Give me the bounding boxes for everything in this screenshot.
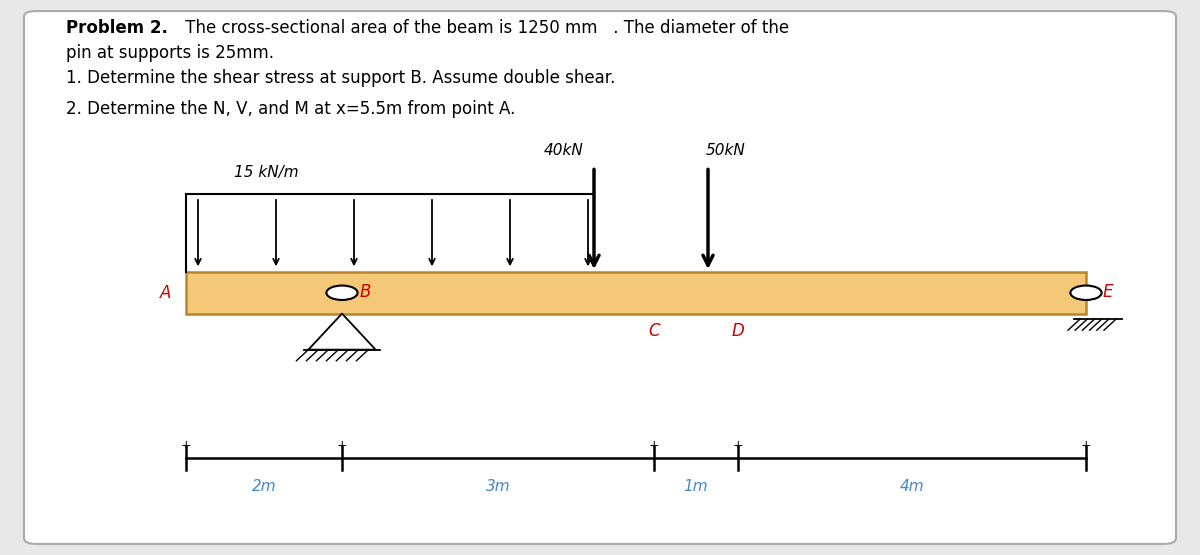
Text: The cross-sectional area of the beam is 1250 mm   . The diameter of the: The cross-sectional area of the beam is … <box>180 19 790 37</box>
Text: 4m: 4m <box>900 479 924 494</box>
Text: B: B <box>360 282 371 301</box>
Text: 2m: 2m <box>252 479 276 494</box>
Text: +: + <box>181 440 191 452</box>
FancyBboxPatch shape <box>24 11 1176 544</box>
Text: 40kN: 40kN <box>544 143 584 158</box>
Text: +: + <box>649 440 659 452</box>
Text: 1m: 1m <box>684 479 708 494</box>
Text: 15 kN/m: 15 kN/m <box>234 165 299 180</box>
Circle shape <box>326 285 358 300</box>
Text: 50kN: 50kN <box>706 143 746 158</box>
Text: pin at supports is 25mm.: pin at supports is 25mm. <box>66 44 274 62</box>
Text: 1. Determine the shear stress at support B. Assume double shear.: 1. Determine the shear stress at support… <box>66 69 616 87</box>
Text: Problem 2.: Problem 2. <box>66 19 168 37</box>
Text: 2. Determine the N, V, and M at x=5.5m from point A.: 2. Determine the N, V, and M at x=5.5m f… <box>66 100 515 118</box>
Text: E: E <box>1103 282 1114 301</box>
Text: +: + <box>337 440 347 452</box>
Text: 3m: 3m <box>486 479 510 494</box>
Text: +: + <box>1081 440 1091 452</box>
Bar <box>186 272 1086 314</box>
Text: +: + <box>733 440 743 452</box>
Circle shape <box>1070 285 1102 300</box>
Text: C: C <box>648 322 660 340</box>
Text: A: A <box>161 284 172 302</box>
Polygon shape <box>308 314 376 350</box>
Text: D: D <box>732 322 744 340</box>
